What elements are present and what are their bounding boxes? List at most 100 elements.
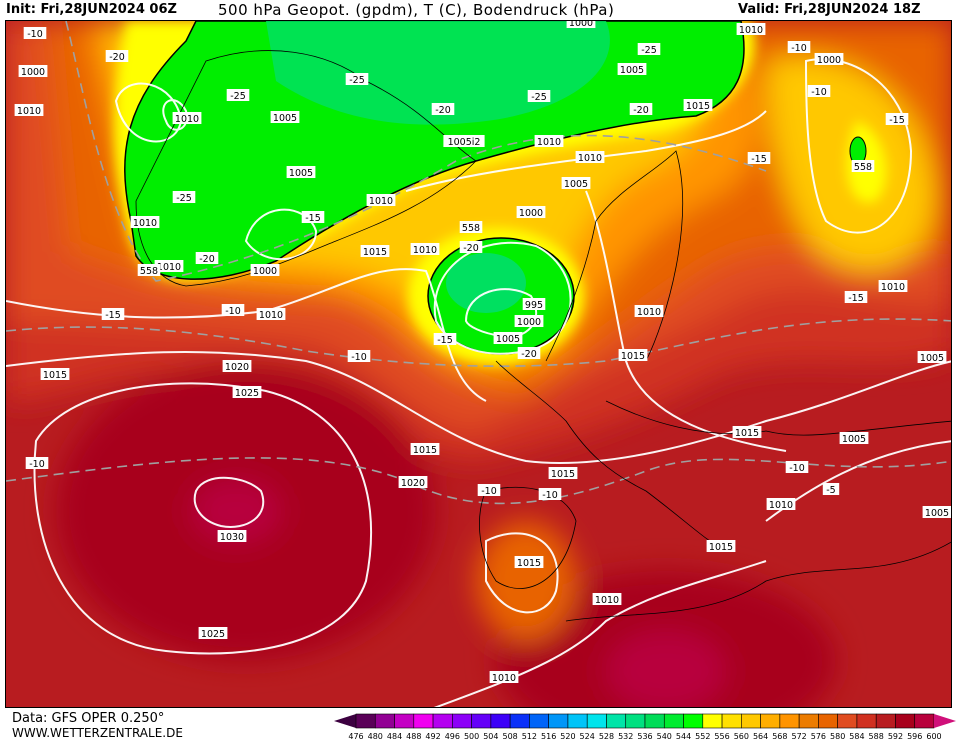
svg-text:1015: 1015 — [621, 351, 645, 362]
svg-text:-10: -10 — [811, 87, 827, 98]
isoline-label: -5 — [822, 483, 840, 496]
legend-swatch — [586, 713, 607, 729]
isoline-label: -20 — [195, 252, 219, 265]
legend-tick-label: 480 — [368, 732, 383, 740]
isoline-label: -10 — [25, 457, 49, 470]
svg-text:1000: 1000 — [517, 317, 541, 328]
svg-text:-10: -10 — [791, 43, 807, 54]
svg-text:-15: -15 — [105, 310, 121, 321]
isoline-label: 1010 — [366, 194, 396, 207]
legend-swatch — [702, 713, 723, 729]
isoline-label: -15 — [885, 113, 909, 126]
isoline-label: -20 — [517, 347, 541, 360]
svg-text:-20: -20 — [521, 349, 537, 360]
isoline-label: -25 — [172, 191, 196, 204]
isoline-label: 558 — [137, 264, 161, 277]
isoline-label: 1015 — [706, 540, 736, 553]
svg-text:1015: 1015 — [413, 445, 437, 456]
isoline-label: -25 — [226, 89, 250, 102]
svg-text:1025: 1025 — [201, 629, 225, 640]
svg-text:-15: -15 — [848, 293, 864, 304]
legend-swatch — [818, 713, 838, 729]
legend-tick-label: 556 — [714, 732, 729, 740]
data-source: Data: GFS OPER 0.250° — [12, 711, 165, 726]
svg-text:1025: 1025 — [235, 388, 259, 399]
svg-text:1010: 1010 — [578, 153, 602, 164]
svg-text:1005: 1005 — [925, 508, 949, 519]
isotherms — [6, 21, 951, 505]
svg-text:1000: 1000 — [519, 208, 543, 219]
svg-text:1010: 1010 — [157, 262, 181, 273]
legend-swatch — [606, 713, 627, 729]
isoline-label: -15 — [301, 211, 325, 224]
legend-tick-label: 520 — [560, 732, 575, 740]
svg-text:-15: -15 — [751, 154, 767, 165]
svg-text:1010: 1010 — [637, 307, 661, 318]
legend-tick-label: 540 — [657, 732, 672, 740]
svg-text:-10: -10 — [225, 306, 241, 317]
legend-swatch — [875, 713, 896, 729]
isoline-label: 1005i2 — [443, 135, 485, 148]
legend-swatch — [683, 713, 704, 729]
isoline-label: 558 — [459, 221, 483, 234]
legend-low-arrow — [334, 714, 356, 728]
legend-tick-label: 600 — [926, 732, 941, 740]
isoline-label: 1025 — [198, 627, 228, 640]
isoline-label: 1010 — [878, 280, 908, 293]
svg-text:-20: -20 — [463, 243, 479, 254]
isoline-label: 1000 — [566, 21, 596, 29]
svg-text:1010: 1010 — [595, 595, 619, 606]
isoline-label: 1005 — [561, 177, 591, 190]
svg-text:-10: -10 — [542, 490, 558, 501]
legend-swatch — [355, 713, 376, 729]
isoline-label: -25 — [637, 43, 661, 56]
legend-swatch — [452, 713, 472, 729]
legend-tick-label: 496 — [445, 732, 460, 740]
isoline-label: 1015 — [683, 99, 713, 112]
legend-tick-label: 484 — [387, 732, 402, 740]
svg-text:1010: 1010 — [769, 500, 793, 511]
isoline-label: 1015 — [732, 426, 762, 439]
svg-text:1015: 1015 — [686, 101, 710, 112]
legend-tick-label: 536 — [637, 732, 652, 740]
isoline-label: 995 — [522, 298, 546, 311]
color-legend: 476 480 484 488 492 496 500 504 508 512 516 520 524 5… — [334, 713, 956, 740]
isoline-label: 1010 — [489, 671, 519, 684]
legend-swatch — [567, 713, 588, 729]
isoline-label: 1005 — [493, 332, 523, 345]
svg-text:995: 995 — [525, 300, 543, 311]
isoline-label: 1010 — [256, 308, 286, 321]
isoline-label: -10 — [221, 304, 245, 317]
legend-tick-label: 560 — [734, 732, 749, 740]
isoline-label: 1010 — [592, 593, 622, 606]
isoline-label: 1005 — [270, 111, 300, 124]
legend-swatch — [798, 713, 819, 729]
legend-tick-label: 488 — [406, 732, 421, 740]
map-area: -10 1000 1010 -20 1010 -25 1005 -25 1005 -25 1010 -… — [5, 20, 952, 708]
init-time: Init: Fri,28JUN2024 06Z — [6, 2, 177, 17]
svg-text:-15: -15 — [437, 335, 453, 346]
isoline-label: 1025 — [232, 386, 262, 399]
svg-text:-25: -25 — [349, 75, 365, 86]
svg-text:1005i2: 1005i2 — [448, 137, 481, 148]
isoline-label: 1005 — [617, 63, 647, 76]
legend-tick-label: 544 — [676, 732, 691, 740]
legend-swatch — [490, 713, 511, 729]
svg-text:1005: 1005 — [842, 434, 866, 445]
legend-swatch — [644, 713, 665, 729]
legend-swatch — [856, 713, 877, 729]
isoline-label: -15 — [844, 291, 868, 304]
isoline-label: 1005 — [922, 506, 951, 519]
svg-text:-25: -25 — [176, 193, 192, 204]
svg-text:1010: 1010 — [259, 310, 283, 321]
svg-text:-10: -10 — [29, 459, 45, 470]
isoline-label: 1015 — [40, 368, 70, 381]
svg-text:-10: -10 — [481, 486, 497, 497]
svg-text:558: 558 — [854, 162, 872, 173]
isoline-label: 1010 — [172, 112, 202, 125]
isoline-label: -20 — [105, 50, 129, 63]
svg-text:-5: -5 — [826, 485, 835, 496]
isoline-label: 1000 — [814, 53, 844, 66]
isoline-label: 1010 — [634, 305, 664, 318]
legend-swatch — [548, 713, 569, 729]
